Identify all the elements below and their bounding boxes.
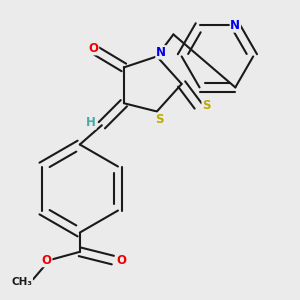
- Text: S: S: [155, 113, 164, 126]
- Text: O: O: [88, 42, 99, 55]
- Text: H: H: [86, 116, 96, 129]
- Text: O: O: [116, 254, 126, 267]
- Text: CH₃: CH₃: [11, 277, 32, 287]
- Text: N: N: [156, 46, 166, 59]
- Text: O: O: [42, 254, 52, 267]
- Text: S: S: [202, 100, 211, 112]
- Text: N: N: [230, 19, 240, 32]
